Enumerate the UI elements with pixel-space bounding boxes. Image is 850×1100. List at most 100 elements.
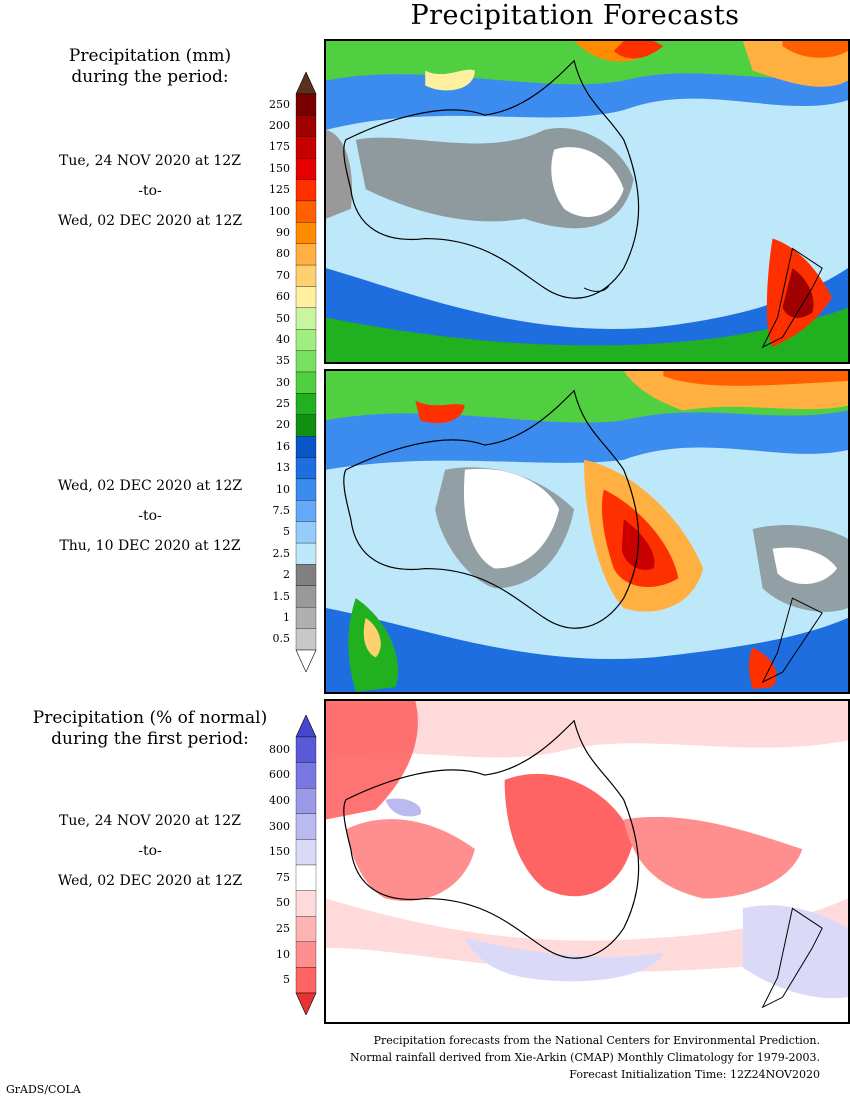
mm-colorbar-tick-label: 13 (276, 461, 290, 475)
mm-colorbar-swatch (295, 307, 317, 330)
mm-header: Precipitation (mm) during the period: (40, 46, 260, 88)
percent-colorbar-swatch (295, 916, 317, 942)
mm-colorbar-tick-label: 16 (276, 439, 290, 453)
mm-colorbar-swatch (295, 136, 317, 159)
period1-start: Tue, 24 NOV 2020 at 12Z (59, 153, 241, 169)
precip-map-period1 (324, 39, 850, 364)
percent-colorbar-swatch (295, 762, 317, 789)
percent-colorbar-tick-label: 50 (276, 896, 290, 910)
mm-colorbar-swatch (295, 200, 317, 223)
mm-colorbar-swatch (295, 393, 317, 415)
percent-colorbar-swatch (295, 839, 317, 866)
mm-header-line2: during the period: (71, 67, 229, 87)
mm-colorbar-swatch (295, 585, 317, 608)
mm-colorbar-bottom-arrow (295, 649, 317, 672)
mm-colorbar-tick-label: 7.5 (272, 504, 291, 517)
mm-colorbar-tick-label: 200 (269, 119, 290, 133)
percent-colorbar-tick-label: 150 (269, 845, 290, 859)
mm-colorbar-tick-label: 70 (276, 268, 290, 282)
mm-colorbar-swatch (295, 414, 317, 437)
mm-colorbar-tick-label: 250 (269, 97, 290, 111)
mm-colorbar-swatch (295, 243, 317, 266)
footer-normal-line: Normal rainfall derived from Xie-Arkin (… (350, 1051, 820, 1064)
mm-colorbar-swatch (295, 457, 317, 480)
mm-colorbar-swatch (295, 350, 317, 373)
percent-colorbar-bottom-arrow (295, 992, 317, 1015)
mm-colorbar-tick-label: 175 (269, 140, 290, 154)
mm-colorbar-tick-label: 125 (269, 183, 290, 197)
mm-colorbar-swatch (295, 264, 317, 287)
percent-colorbar-tick-label: 800 (269, 742, 290, 756)
percent-colorbar-top-arrow (295, 715, 317, 738)
mm-colorbar-tick-label: 2 (283, 568, 290, 582)
mm-colorbar-swatch (295, 564, 317, 586)
precip-map-period2 (324, 369, 850, 694)
mm-colorbar-tick-label: 100 (269, 204, 290, 218)
mm-colorbar-swatch (295, 478, 317, 501)
percent-colorbar-tick-label: 400 (269, 794, 290, 807)
percent-colorbar-swatch (295, 941, 317, 968)
mm-colorbar-tick-label: 80 (276, 247, 290, 261)
percent-colorbar-swatch (295, 967, 317, 994)
mm-colorbar-swatch (295, 286, 317, 308)
percent-colorbar-tick-label: 10 (276, 947, 290, 961)
percent-colorbar-swatch (295, 736, 317, 763)
mm-colorbar-swatch (295, 521, 317, 544)
period3-end: Wed, 02 DEC 2020 at 12Z (57, 873, 243, 889)
mm-colorbar-tick-label: 1.5 (272, 589, 291, 603)
mm-colorbar-swatch (295, 93, 317, 116)
percent-colorbar-tick-label: 75 (276, 870, 290, 884)
mm-colorbar-swatch (295, 500, 317, 522)
period2-start: Wed, 02 DEC 2020 at 12Z (57, 478, 243, 494)
period3-to: -to- (138, 843, 162, 859)
mm-colorbar-tick-label: 1 (283, 610, 290, 624)
percent-colorbar-swatch (295, 890, 317, 917)
period2-end: Thu, 10 DEC 2020 at 12Z (59, 538, 241, 554)
period2-to: -to- (138, 508, 162, 524)
mm-colorbar-top-arrow (295, 72, 317, 95)
mm-colorbar: 250 200 175 150 125 100 90 80 70 60 50 40 35 30 25 20 16… (260, 72, 320, 672)
period3-start: Tue, 24 NOV 2020 at 12Z (59, 813, 241, 829)
period1-to: -to- (138, 183, 162, 199)
period1-end: Wed, 02 DEC 2020 at 12Z (57, 213, 243, 229)
mm-colorbar-graphic (295, 72, 317, 672)
mm-colorbar-swatch (295, 607, 317, 629)
mm-colorbar-tick-label: 150 (269, 161, 290, 175)
percent-colorbar-tick-label: 25 (276, 922, 290, 935)
mm-colorbar-tick-label: 2.5 (272, 546, 291, 560)
percent-colorbar: 800 600 400 300 150 75 50 25 10 5 (260, 715, 320, 1015)
mm-colorbar-swatch (295, 329, 317, 351)
mm-colorbar-tick-label: 50 (276, 311, 290, 325)
mm-colorbar-tick-label: 60 (276, 290, 290, 304)
mm-colorbar-tick-label: 90 (276, 226, 290, 239)
mm-colorbar-tick-label: 0.5 (272, 632, 291, 646)
mm-colorbar-swatch (295, 158, 317, 180)
mm-colorbar-swatch (295, 179, 317, 202)
percent-colorbar-tick-label: 300 (269, 819, 290, 833)
pct-header-line2: during the first period: (51, 729, 249, 749)
percent-colorbar-swatch (295, 864, 317, 891)
mm-colorbar-tick-label: 35 (276, 354, 290, 368)
percent-colorbar-tick-label: 600 (269, 768, 290, 782)
percent-colorbar-swatch (295, 813, 317, 840)
mm-colorbar-tick-label: 20 (276, 418, 290, 432)
mm-colorbar-swatch (295, 542, 317, 565)
percent-colorbar-graphic (295, 715, 317, 1015)
mm-colorbar-tick-label: 40 (276, 332, 290, 346)
mm-colorbar-swatch (295, 115, 317, 137)
footer-init-time: Forecast Initialization Time: 12Z24NOV20… (569, 1068, 820, 1081)
pct-header-line1: Precipitation (% of normal) (32, 708, 268, 728)
mm-colorbar-swatch (295, 436, 317, 458)
mm-colorbar-tick-label: 5 (283, 525, 290, 539)
percent-colorbar-swatch (295, 788, 317, 814)
percent-of-normal-map (324, 699, 850, 1024)
mm-colorbar-tick-label: 30 (276, 375, 290, 389)
page-title: Precipitation Forecasts (410, 0, 740, 31)
mm-header-line1: Precipitation (mm) (68, 46, 232, 66)
pct-header: Precipitation (% of normal) during the f… (30, 708, 270, 750)
percent-colorbar-tick-label: 5 (283, 973, 290, 987)
mm-colorbar-tick-label: 10 (276, 482, 290, 496)
mm-colorbar-swatch (295, 222, 317, 244)
footer-source-line: Precipitation forecasts from the Nationa… (373, 1034, 820, 1047)
grads-credit: GrADS/COLA (6, 1083, 81, 1096)
